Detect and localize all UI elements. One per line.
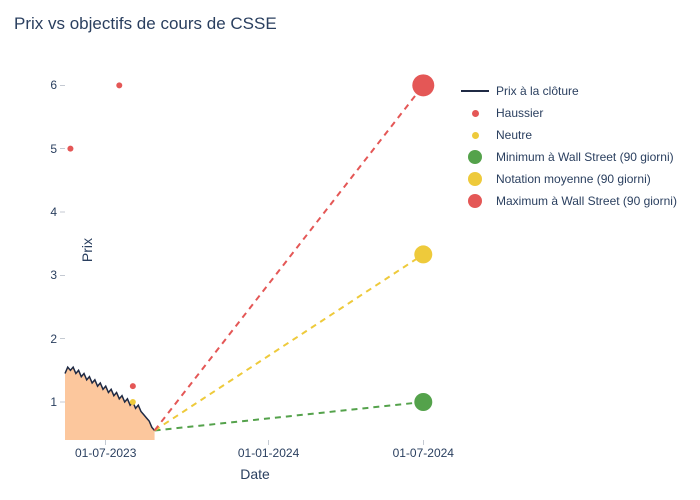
legend-label: Prix à la clôture: [496, 84, 579, 98]
legend-item-min90: Minimum à Wall Street (90 giorni): [460, 146, 677, 168]
legend: Prix à la clôture Haussier Neutre Minimum à…: [460, 80, 677, 212]
y-tick-label: 1: [50, 395, 65, 409]
min90-line: [155, 402, 424, 431]
min90-marker: [414, 393, 432, 411]
max90-marker: [412, 74, 434, 96]
haussier-point: [116, 82, 122, 88]
legend-item-avg90: Notation moyenne (90 giorni): [460, 168, 677, 190]
avg90-marker: [414, 245, 432, 263]
avg90-line: [155, 254, 424, 430]
chart-title: Prix vs objectifs de cours de CSSE: [14, 14, 277, 34]
y-tick-label: 4: [50, 205, 65, 219]
y-tick-label: 6: [50, 78, 65, 92]
max90-line: [155, 85, 424, 430]
legend-swatch: [460, 103, 490, 123]
legend-swatch: [460, 147, 490, 167]
haussier-point: [130, 383, 136, 389]
legend-swatch: [460, 169, 490, 189]
legend-swatch: [460, 81, 490, 101]
legend-label: Notation moyenne (90 giorni): [496, 172, 651, 186]
haussier-point: [67, 146, 73, 152]
x-axis-label: Date: [240, 466, 270, 482]
legend-item-max90: Maximum à Wall Street (90 giorni): [460, 190, 677, 212]
legend-item-neutre: Neutre: [460, 124, 677, 146]
plot-area: Prix Date 12345601-07-202301-01-202401-0…: [65, 60, 445, 440]
legend-swatch: [460, 125, 490, 145]
legend-swatch: [460, 191, 490, 211]
legend-label: Maximum à Wall Street (90 giorni): [496, 194, 677, 208]
legend-item-close_price: Prix à la clôture: [460, 80, 677, 102]
legend-item-haussier: Haussier: [460, 102, 677, 124]
x-tick-label: 01-07-2024: [393, 440, 454, 460]
x-tick-label: 01-01-2024: [238, 440, 299, 460]
y-tick-label: 3: [50, 268, 65, 282]
legend-label: Minimum à Wall Street (90 giorni): [496, 150, 674, 164]
y-axis-label: Prix: [79, 238, 95, 262]
legend-label: Haussier: [496, 106, 543, 120]
y-tick-label: 5: [50, 142, 65, 156]
legend-label: Neutre: [496, 128, 532, 142]
chart-svg: [65, 60, 445, 440]
y-tick-label: 2: [50, 332, 65, 346]
neutre-point: [130, 399, 136, 405]
close-price-area: [65, 367, 155, 440]
x-tick-label: 01-07-2023: [75, 440, 136, 460]
